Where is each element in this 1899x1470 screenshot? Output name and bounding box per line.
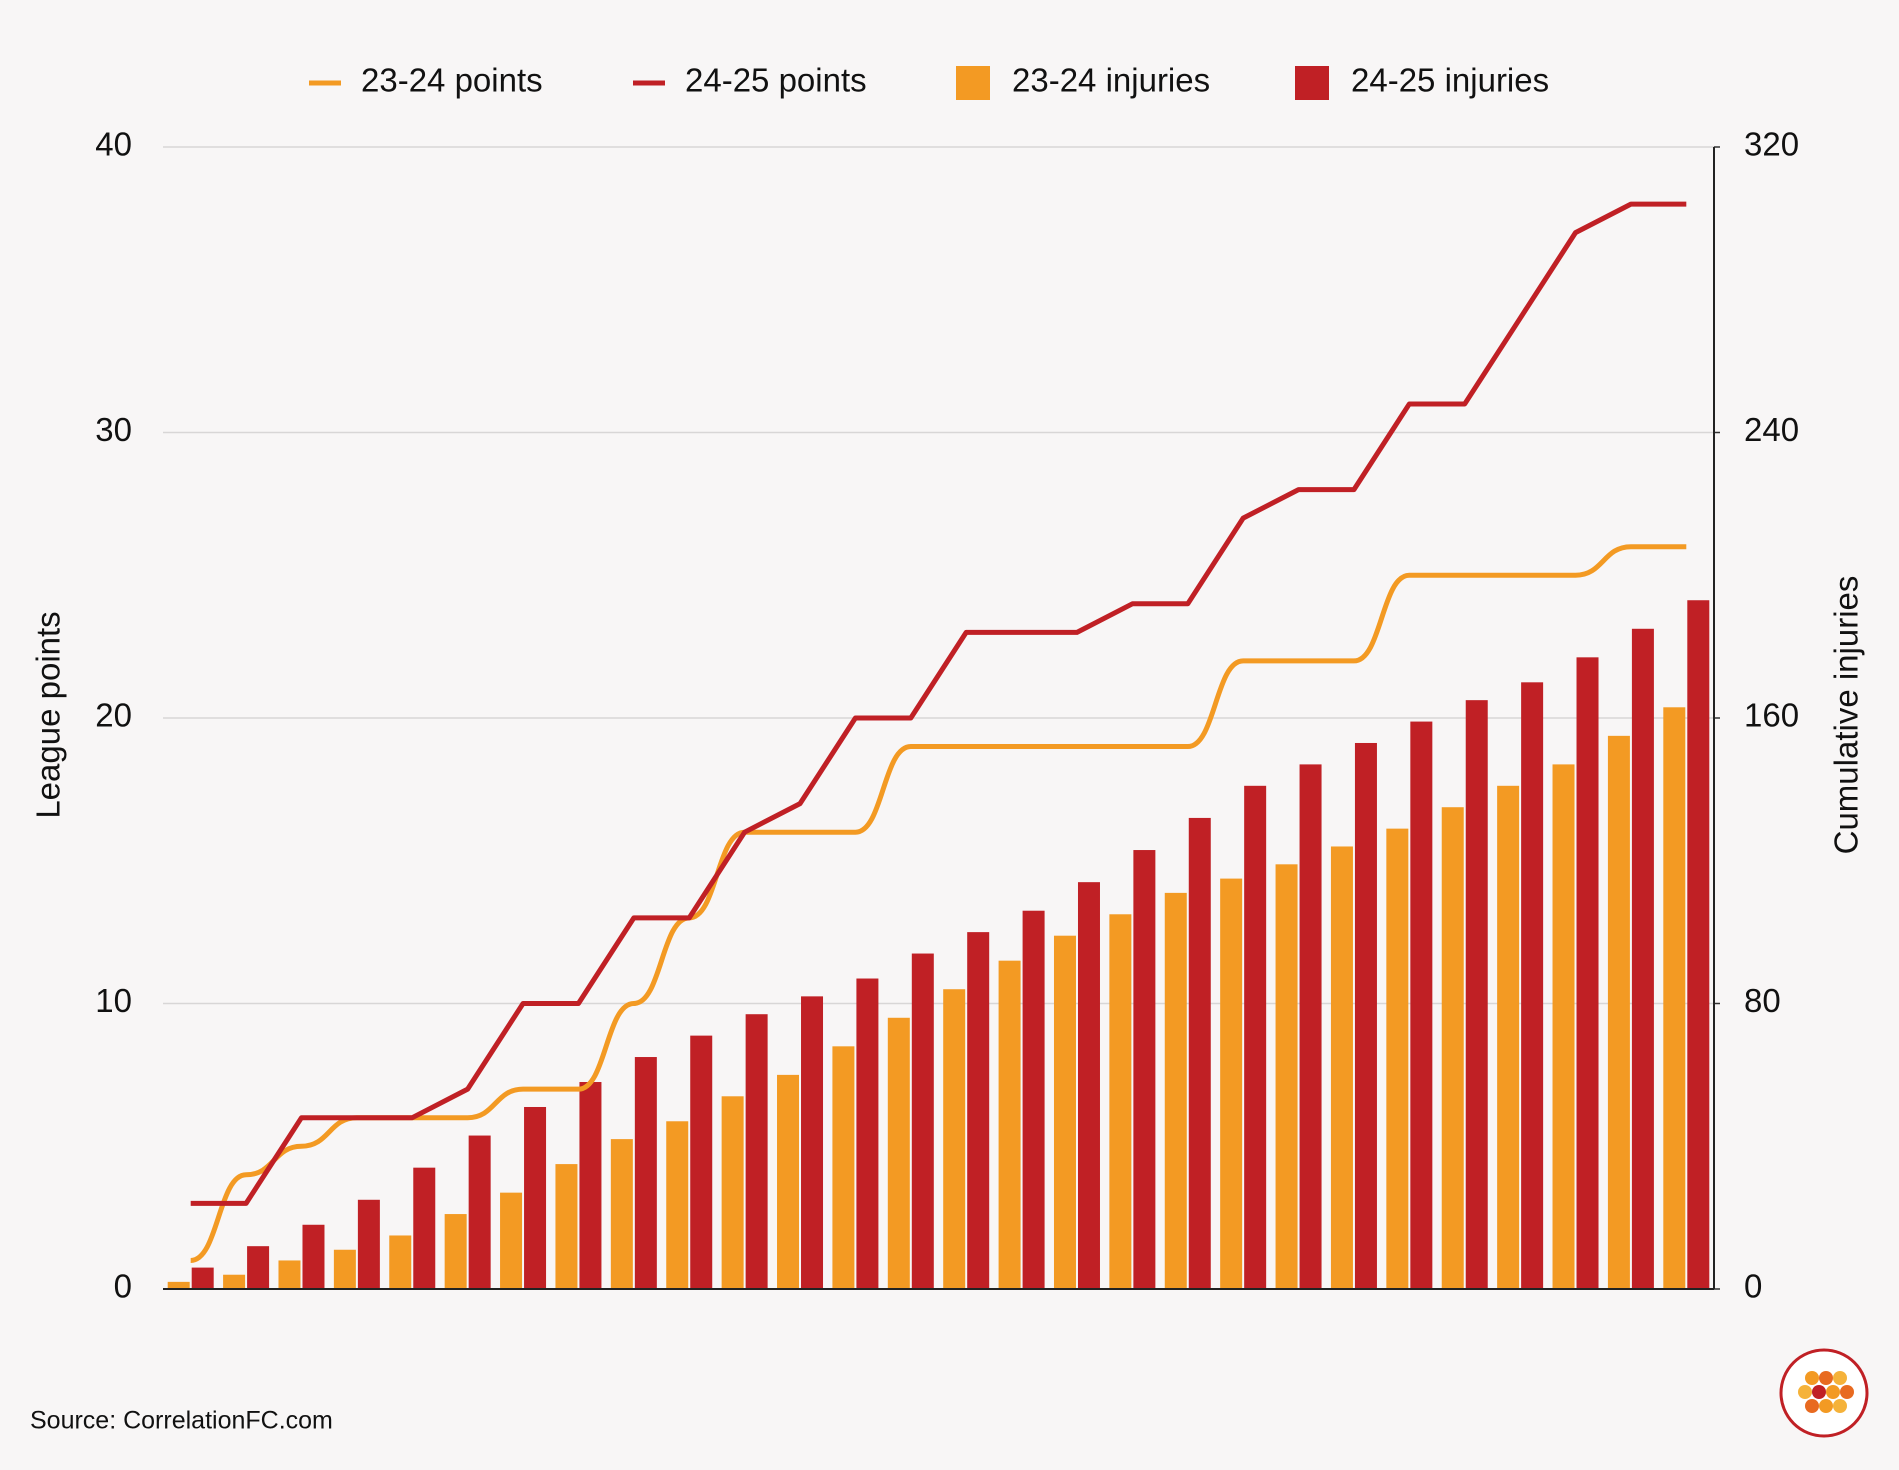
y2-axis-title: Cumulative injuries [1828, 576, 1865, 855]
bar [333, 1249, 356, 1289]
legend-swatch [956, 66, 990, 100]
bar [801, 996, 824, 1289]
bar [1607, 735, 1630, 1289]
legend-label: 23-24 injuries [1012, 62, 1210, 99]
bar [247, 1246, 270, 1289]
bar [1663, 707, 1686, 1289]
bar [389, 1235, 412, 1289]
bar [943, 989, 966, 1289]
line [190, 201, 1687, 1206]
bar [745, 1014, 768, 1289]
logo [1779, 1348, 1869, 1438]
bar [468, 1135, 491, 1289]
bar [1244, 785, 1267, 1289]
bar [777, 1074, 800, 1289]
bar [721, 1096, 744, 1289]
bar [278, 1260, 301, 1289]
y2-tick-label: 80 [1744, 982, 1781, 1019]
bar [1521, 682, 1544, 1289]
bar [1077, 882, 1100, 1289]
bar [1164, 892, 1187, 1289]
bar [1220, 878, 1243, 1289]
bar [1022, 910, 1045, 1289]
bar [413, 1167, 436, 1289]
bar [856, 978, 879, 1289]
bar [1053, 935, 1076, 1289]
bar [1410, 721, 1433, 1289]
legend-label: 24-25 points [685, 62, 867, 99]
bar [666, 1121, 689, 1289]
bar [357, 1199, 380, 1289]
bar [1330, 846, 1353, 1289]
bar [524, 1106, 547, 1289]
y-tick-label: 10 [95, 982, 132, 1019]
bar [579, 1082, 602, 1289]
bar [1188, 817, 1211, 1289]
bar [1299, 764, 1322, 1289]
y2-tick-label: 160 [1744, 697, 1799, 734]
bar [911, 953, 934, 1289]
line [190, 544, 1687, 1263]
bar [634, 1057, 657, 1289]
bar [1275, 864, 1298, 1289]
y-tick-label: 20 [95, 697, 132, 734]
y2-tick-label: 320 [1744, 126, 1799, 163]
y-tick-label: 40 [95, 126, 132, 163]
y-axis-title: League points [30, 611, 67, 818]
bar [1441, 807, 1464, 1289]
bar [500, 1192, 523, 1289]
y2-tick-label: 240 [1744, 411, 1799, 448]
legend-label: 24-25 injuries [1351, 62, 1549, 99]
y2-tick-label: 0 [1744, 1268, 1762, 1305]
bar [444, 1214, 467, 1289]
bar [1687, 600, 1710, 1289]
bar [1109, 914, 1132, 1289]
bar [1631, 628, 1654, 1289]
bar [998, 960, 1021, 1289]
bar [1552, 764, 1575, 1289]
y-tick-label: 30 [95, 411, 132, 448]
bar [1354, 742, 1377, 1289]
bar [555, 1164, 578, 1289]
bar [1465, 700, 1488, 1289]
bar [223, 1274, 246, 1289]
bar [832, 1046, 855, 1289]
bar [1133, 850, 1156, 1289]
y-tick-label: 0 [114, 1268, 132, 1305]
bar [967, 932, 990, 1289]
bar [887, 1017, 910, 1289]
bar [302, 1224, 325, 1289]
bar [690, 1035, 713, 1289]
bar [1386, 828, 1409, 1289]
bar [1576, 657, 1599, 1289]
bar [610, 1139, 633, 1289]
bar [191, 1267, 214, 1289]
bar [167, 1281, 190, 1289]
legend-swatch [1295, 66, 1329, 100]
legend-label: 23-24 points [361, 62, 543, 99]
source: Source: CorrelationFC.com [30, 1407, 333, 1435]
bar [1497, 785, 1520, 1289]
